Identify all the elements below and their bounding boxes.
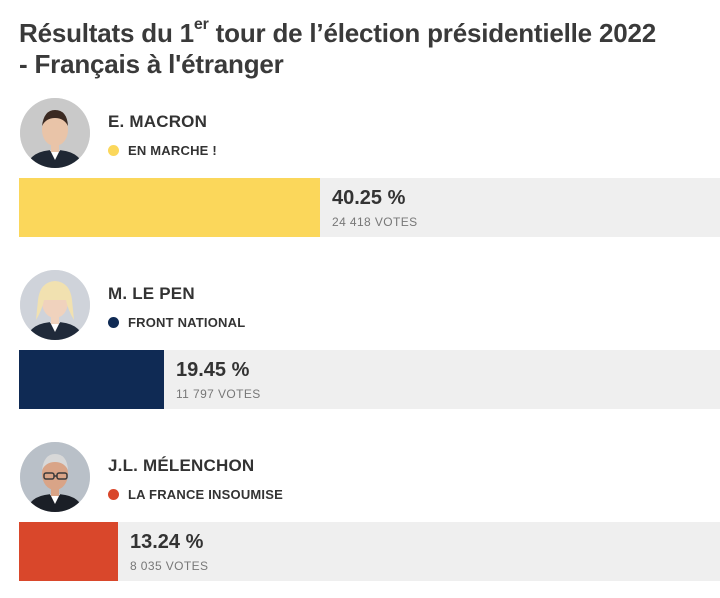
bar-macron	[19, 178, 320, 237]
party-row: EN MARCHE !	[108, 142, 217, 158]
party-row: LA FRANCE INSOUMISE	[108, 486, 283, 502]
party-color-dot-icon	[108, 144, 119, 156]
title-superscript: er	[193, 16, 209, 34]
votes-label: 8 035 VOTES	[130, 559, 209, 573]
melenchon-portrait-icon	[20, 442, 90, 512]
party-color-dot-icon	[108, 316, 119, 328]
candidate-le-pen: M. LE PEN FRONT NATIONAL 19.45 % 11 797 VOT…	[0, 270, 720, 420]
title-line1-post: tour de l’élection présidentielle 2022	[208, 18, 657, 48]
party-row: FRONT NATIONAL	[108, 314, 245, 330]
votes-label: 11 797 VOTES	[176, 387, 261, 401]
percent-label: 19.45 %	[176, 359, 250, 381]
percent-label: 40.25 %	[332, 187, 406, 209]
party-name: LA FRANCE INSOUMISE	[128, 486, 283, 502]
party-name: FRONT NATIONAL	[128, 314, 246, 330]
candidate-macron: E. MACRON EN MARCHE ! 40.25 % 24 418 VOTES	[0, 98, 720, 248]
party-name: EN MARCHE !	[128, 142, 217, 158]
le-pen-portrait-icon	[20, 270, 90, 340]
votes-label: 24 418 VOTES	[332, 215, 418, 229]
bar-track: 13.24 % 8 035 VOTES	[19, 522, 720, 581]
candidate-name: M. LE PEN	[108, 284, 195, 303]
page-title: Résultats du 1er tour de l’élection prés…	[19, 16, 709, 80]
bar-track: 40.25 % 24 418 VOTES	[19, 178, 720, 237]
candidate-name: J.L. MÉLENCHON	[108, 456, 255, 475]
percent-label: 13.24 %	[130, 531, 204, 553]
bar-le-pen	[19, 350, 164, 409]
party-color-dot-icon	[108, 488, 119, 500]
macron-portrait-icon	[20, 98, 90, 168]
candidate-name: E. MACRON	[108, 112, 208, 131]
candidate-melenchon: J.L. MÉLENCHON LA FRANCE INSOUMISE 13.24 %…	[0, 442, 720, 592]
title-line2: - Français à l'étranger	[19, 49, 284, 79]
title-line1-pre: Résultats du 1	[19, 18, 194, 48]
bar-melenchon	[19, 522, 118, 581]
bar-track: 19.45 % 11 797 VOTES	[19, 350, 720, 409]
